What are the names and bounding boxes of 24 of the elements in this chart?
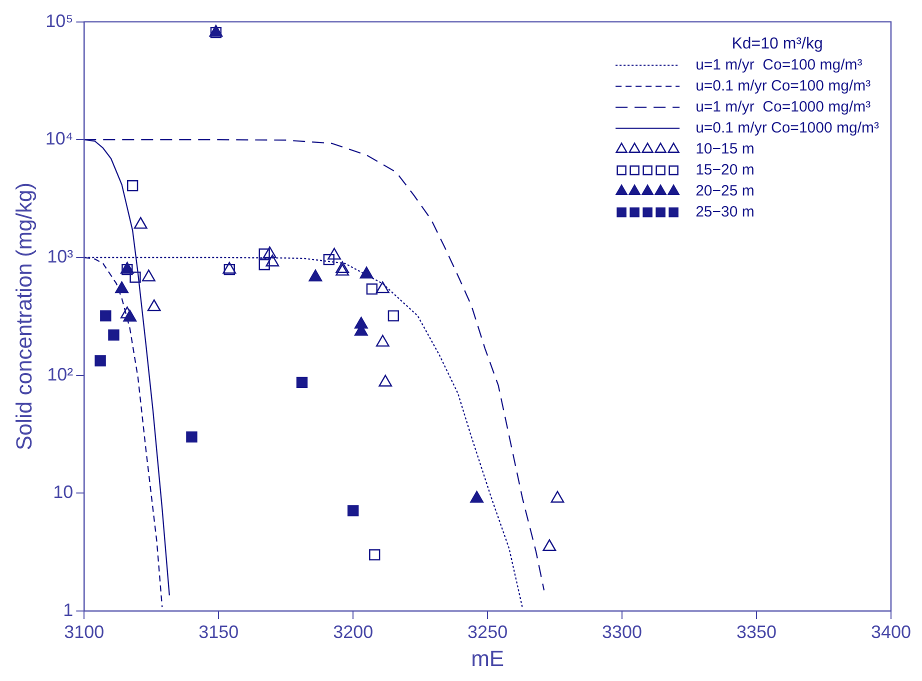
y-tick-label: 10⁴ xyxy=(45,128,74,149)
x-tick-label: 3400 xyxy=(870,622,911,642)
legend-title: Kd=10 m³/kg xyxy=(732,36,823,53)
y-tick-label: 1 xyxy=(63,600,74,620)
legend-label: u=1 m/yr Co=100 mg/m³ xyxy=(696,56,862,74)
y-tick-label: 10³ xyxy=(47,246,74,266)
y-axis-title: Solid concentration (mg/kg) xyxy=(11,182,36,450)
legend-label: u=1 m/yr Co=1000 mg/m³ xyxy=(696,98,871,116)
x-tick-label: 3100 xyxy=(64,622,104,642)
legend-label: u=0.1 m/yr Co=1000 mg/m³ xyxy=(696,119,879,136)
legend-label: 20−25 m xyxy=(696,182,754,200)
x-tick-label: 3250 xyxy=(468,622,508,642)
x-tick-label: 3150 xyxy=(198,622,239,642)
legend-label: 15−20 m xyxy=(696,161,754,178)
y-tick-label: 10 xyxy=(53,482,74,502)
x-tick-label: 3300 xyxy=(602,622,642,642)
y-tick-label: 10⁵ xyxy=(46,10,74,31)
legend-label: u=0.1 m/yr Co=100 mg/m³ xyxy=(696,77,871,94)
x-tick-label: 3350 xyxy=(736,622,777,642)
x-axis-title: mE xyxy=(471,646,504,671)
y-tick-label: 10² xyxy=(47,364,74,384)
legend-label: 25−30 m xyxy=(696,203,754,220)
x-tick-label: 3200 xyxy=(333,622,374,642)
legend-label: 10−15 m xyxy=(696,140,754,158)
